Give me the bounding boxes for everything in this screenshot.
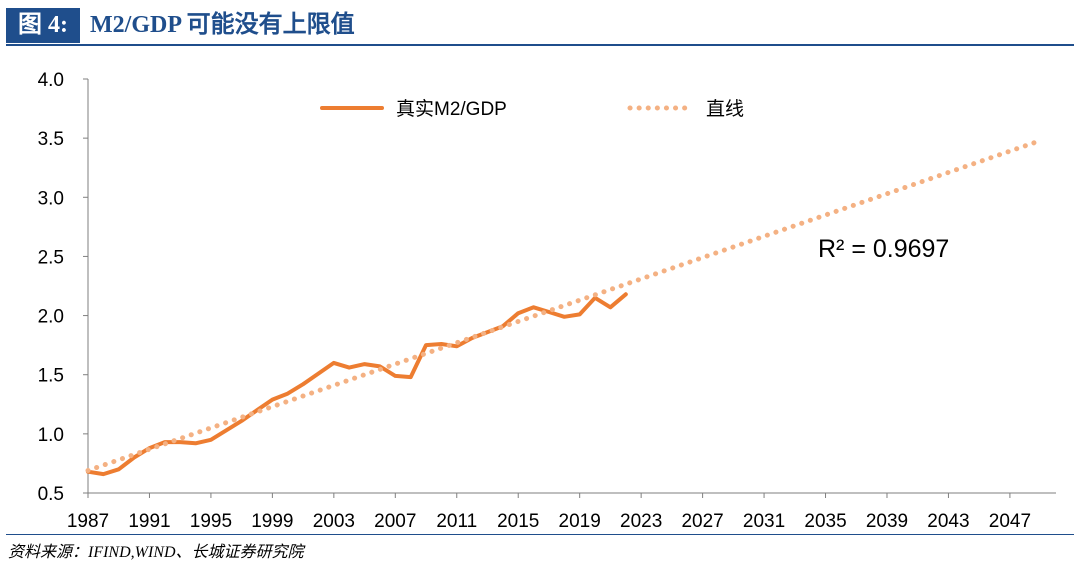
x-tick-label: 2015: [497, 511, 539, 532]
x-tick-label: 2003: [313, 511, 355, 532]
x-tick-label: 1995: [190, 511, 232, 532]
actual-m2-gdp-series: [86, 292, 628, 477]
legend-label-2: 直线: [706, 98, 744, 120]
x-tick-label: 2043: [927, 511, 969, 532]
y-tick-label: 0.5: [38, 484, 64, 505]
y-tick-label: 3.5: [38, 129, 64, 150]
y-tick-label: 1.5: [38, 366, 64, 387]
figure-tag: 图 4:: [6, 8, 80, 43]
figure-title: M2/GDP 可能没有上限值: [90, 12, 355, 38]
x-tick-label: 2011: [436, 511, 477, 532]
r-squared-annotation: R² = 0.9697: [818, 235, 949, 263]
x-tick-label: 2039: [866, 511, 908, 532]
x-tick-label: 2047: [989, 511, 1031, 532]
line-chart: 0.5 1.0 1.5 2.0 2.5 3.0 3.5 4.0 1987 1991 1995 1999…: [38, 70, 1056, 532]
y-tick-label: 2.0: [38, 307, 64, 328]
x-tick-label: 1991: [128, 511, 170, 532]
source-note: 资料来源：IFIND,WIND、长城证券研究院: [8, 544, 304, 561]
x-tick-label: 2035: [804, 511, 846, 532]
trend-line-series: [85, 138, 1044, 473]
x-tick-label: 1999: [251, 511, 293, 532]
y-tick-label: 1.0: [38, 425, 64, 446]
x-tick-label: 2027: [681, 511, 723, 532]
x-tick-label: 2007: [374, 511, 416, 532]
x-tick-label: 2019: [559, 511, 601, 532]
x-tick-label: 2031: [743, 511, 785, 532]
y-tick-label: 3.0: [38, 188, 64, 209]
header-rule: [6, 44, 1074, 46]
y-tick-label: 4.0: [38, 70, 64, 91]
x-tick-label: 2023: [620, 511, 662, 532]
figure-header: 图 4: M2/GDP 可能没有上限值: [6, 8, 1074, 46]
x-tick-label: 1987: [67, 511, 109, 532]
y-tick-label: 2.5: [38, 247, 64, 268]
legend-label-1: 真实M2/GDP: [396, 98, 507, 120]
footer-rule: [6, 534, 1074, 535]
